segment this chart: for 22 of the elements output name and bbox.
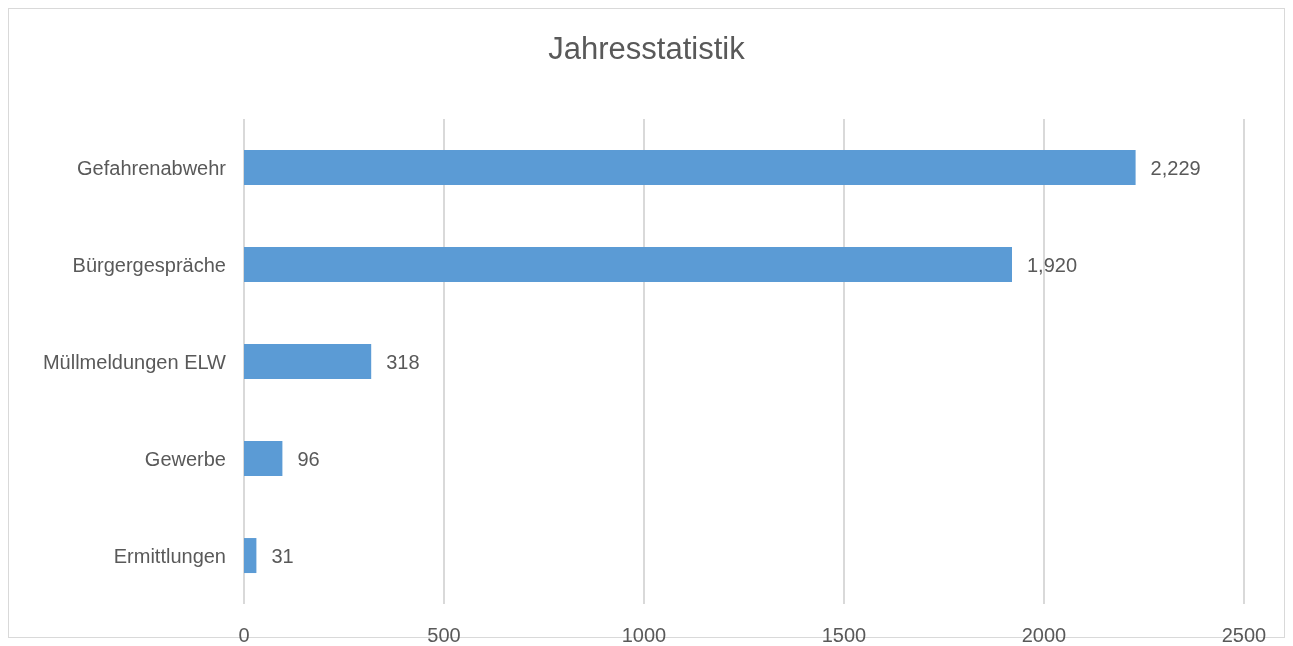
data-label: 96 [297,447,320,470]
x-tick-label: 500 [427,624,461,646]
x-tick-label: 0 [238,624,250,646]
x-tick-label: 2500 [1221,624,1267,646]
chart-title: Jahresstatistik [547,31,746,67]
y-tick-label: Müllmeldungen ELW [42,350,227,373]
y-tick-label: Gewerbe [144,447,226,470]
y-tick-label: Bürgergespräche [72,253,226,276]
bar [244,538,257,574]
x-tick-label: 1000 [621,624,667,646]
y-tick-label: Gefahrenabwehr [77,156,227,179]
data-label: 2,229 [1150,156,1201,179]
bar [244,441,283,477]
bar [244,150,1136,186]
bar [244,344,372,380]
data-label: 318 [386,350,420,373]
x-tick-label: 1500 [821,624,867,646]
data-label: 31 [271,544,294,567]
y-tick-label: Ermittlungen [113,544,226,567]
x-tick-label: 2000 [1021,624,1067,646]
data-label: 1,920 [1027,253,1078,276]
bar [244,247,1012,283]
